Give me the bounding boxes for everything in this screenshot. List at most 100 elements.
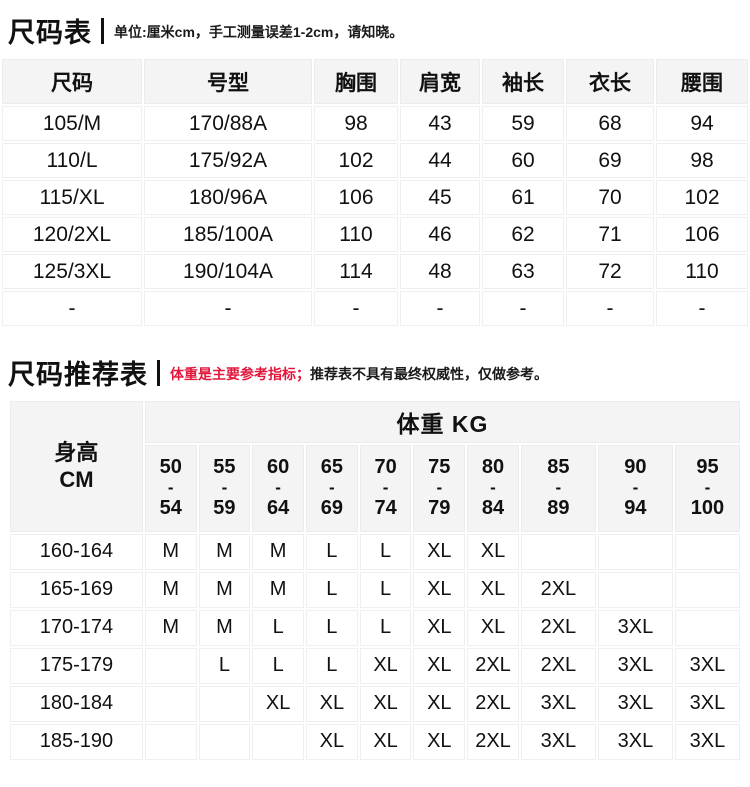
recommended-size-cell: XL (413, 533, 466, 570)
size-table-cell: - (144, 291, 312, 326)
recommended-size-cell: 3XL (597, 609, 673, 646)
size-table-cell: 110 (314, 217, 398, 252)
recommended-size-cell (674, 609, 740, 646)
size-table-cell: 60 (482, 143, 564, 178)
size-table-cell: 62 (482, 217, 564, 252)
size-table-cell: - (566, 291, 654, 326)
recommended-size-cell: XL (413, 571, 466, 608)
recommend-table-row: 160-164 M M M L L XL XL (10, 533, 740, 570)
size-table-title: 尺码表 (8, 18, 92, 48)
recommended-size-cell: 3XL (597, 685, 673, 722)
recommended-size-cell: M (198, 533, 251, 570)
recommended-size-cell: XL (359, 647, 412, 684)
recommended-size-cell: XL (306, 685, 358, 722)
recommend-table-title: 尺码推荐表 (8, 360, 148, 390)
recommended-size-cell: M (144, 571, 197, 608)
size-table-cell: 125/3XL (2, 254, 142, 289)
size-table-cell: 115/XL (2, 180, 142, 215)
size-chart-section: 尺码表 单位:厘米cm，手工测量误差1-2cm，请知晓。 尺码 号型 胸围 肩宽 袖长衣… (0, 2, 750, 328)
size-table-cell: 94 (656, 106, 748, 141)
recommended-size-cell (597, 533, 673, 570)
recommend-subtitle-rest: 推荐表不具有最终权威性，仅做参考。 (310, 366, 548, 382)
size-table-cell: - (314, 291, 398, 326)
recommend-table-body: 160-164 M M M L L XL XL 165-169 M M M L L XL XL 2XL 170-1… (10, 533, 740, 760)
recommended-size-cell: L (252, 609, 304, 646)
size-table-cell: 59 (482, 106, 564, 141)
size-table-cell: 105/M (2, 106, 142, 141)
recommended-size-cell: L (306, 533, 358, 570)
size-table-cell: 170/88A (144, 106, 312, 141)
recommended-size-cell: XL (413, 685, 466, 722)
size-table-row: 120/2XL 185/100A 110 46 62 71 106 (2, 217, 748, 252)
recommend-header-row-1: 身高 CM 体重 KG (10, 401, 740, 532)
recommended-size-cell: L (306, 571, 358, 608)
size-table-cell: 175/92A (144, 143, 312, 178)
recommend-table-row: 165-169 M M M L L XL XL 2XL (10, 571, 740, 608)
recommended-size-cell: L (306, 609, 358, 646)
recommended-size-cell: 2XL (467, 723, 519, 760)
size-table-row: 125/3XL 190/104A 114 48 63 72 110 (2, 254, 748, 289)
recommended-size-cell: M (252, 571, 304, 608)
recommended-size-cell: M (198, 571, 251, 608)
size-table-cell: - (400, 291, 480, 326)
recommended-size-cell (198, 723, 251, 760)
recommended-size-cell (144, 647, 197, 684)
size-table-cell: 48 (400, 254, 480, 289)
weight-range-4: 70-74 (359, 445, 412, 532)
height-range-cell: 180-184 (10, 685, 143, 722)
recommended-size-cell: L (359, 571, 412, 608)
recommended-size-cell: 3XL (674, 647, 740, 684)
weight-range-7: 85-89 (520, 445, 596, 532)
size-table-header-1: 号型 (144, 59, 312, 104)
recommended-size-cell (144, 685, 197, 722)
size-table-header-3: 肩宽 (400, 59, 480, 104)
recommended-size-cell (144, 723, 197, 760)
weight-range-3: 65-69 (306, 445, 358, 532)
size-table-row: ------- (2, 291, 748, 326)
recommended-size-cell: 2XL (520, 647, 596, 684)
recommend-table-row: 170-174 M M L L L XL XL 2XL 3XL (10, 609, 740, 646)
weight-range-1: 55-59 (198, 445, 251, 532)
recommended-size-cell: 3XL (674, 685, 740, 722)
size-table-title-bar: 尺码表 单位:厘米cm，手工测量误差1-2cm，请知晓。 (0, 2, 750, 57)
size-table-row: 105/M 170/88A 98 43 59 68 94 (2, 106, 748, 141)
height-range-cell: 185-190 (10, 723, 143, 760)
size-table-cell: 98 (656, 143, 748, 178)
recommended-size-cell: 3XL (520, 685, 596, 722)
size-table-cell: - (482, 291, 564, 326)
height-range-cell: 175-179 (10, 647, 143, 684)
size-table-cell: 110 (656, 254, 748, 289)
recommended-size-cell (252, 723, 304, 760)
recommended-size-cell (198, 685, 251, 722)
recommended-size-cell: 3XL (520, 723, 596, 760)
weight-range-5: 75-79 (413, 445, 466, 532)
recommend-title-bar: 尺码推荐表 体重是主要参考指标；推荐表不具有最终权威性，仅做参考。 (0, 344, 750, 399)
recommend-table-subtitle: 体重是主要参考指标；推荐表不具有最终权威性，仅做参考。 (170, 361, 548, 384)
size-table-cell: 114 (314, 254, 398, 289)
size-table-cell: 98 (314, 106, 398, 141)
size-table-cell: - (2, 291, 142, 326)
recommend-table-row: 185-190 XL XL XL 2XL 3XL 3XL 3XL (10, 723, 740, 760)
recommended-size-cell: M (198, 609, 251, 646)
size-table-cell: 45 (400, 180, 480, 215)
size-table-cell: 102 (314, 143, 398, 178)
recommended-size-cell: XL (467, 533, 519, 570)
recommended-size-cell: 3XL (597, 723, 673, 760)
height-cm-header: 身高 CM (10, 401, 143, 532)
recommended-size-cell: 3XL (597, 647, 673, 684)
size-table-cell: 190/104A (144, 254, 312, 289)
weight-range-row: 50-54 55-59 60-64 65-69 70-74 75-79 80-84 85-89… (10, 445, 740, 532)
recommended-size-cell: L (359, 609, 412, 646)
recommended-size-cell (674, 533, 740, 570)
size-table-cell: 72 (566, 254, 654, 289)
recommended-size-cell: M (144, 533, 197, 570)
size-table-row: 115/XL 180/96A 106 45 61 70 102 (2, 180, 748, 215)
size-table-cell: 180/96A (144, 180, 312, 215)
recommend-table: 身高 CM 体重 KG 50-54 55-59 60-64 65-69 70-74 75-… (8, 399, 742, 762)
weight-range-9: 95-100 (674, 445, 740, 532)
title-divider-bar (101, 17, 104, 44)
recommended-size-cell (520, 533, 596, 570)
height-range-cell: 160-164 (10, 533, 143, 570)
size-table-cell: 63 (482, 254, 564, 289)
size-table-cell: 46 (400, 217, 480, 252)
